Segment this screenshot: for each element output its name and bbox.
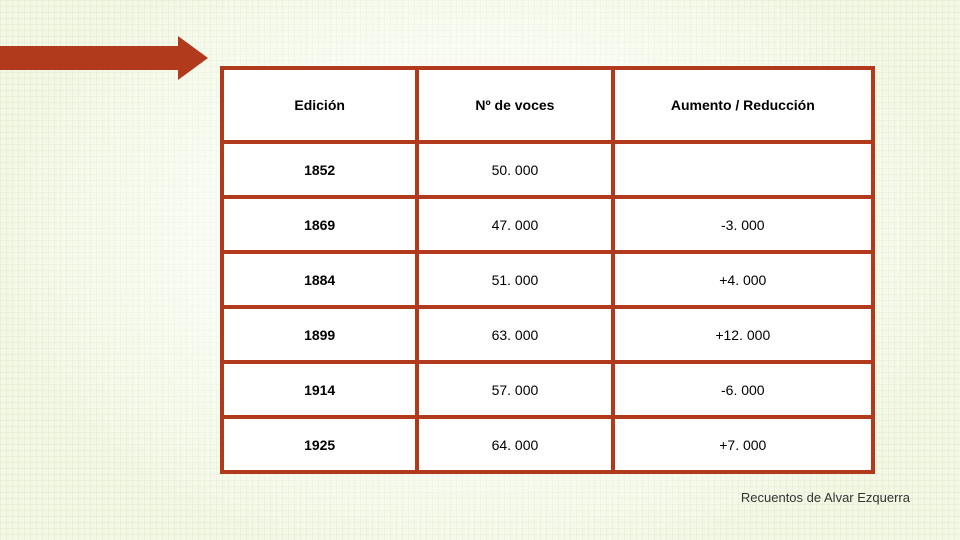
table-row: 1899 63. 000 +12. 000: [222, 307, 873, 362]
cell-edition: 1925: [222, 417, 417, 472]
cell-edition: 1899: [222, 307, 417, 362]
slide-decoration: [0, 36, 220, 80]
cell-voices: 50. 000: [417, 142, 612, 197]
table-row: 1869 47. 000 -3. 000: [222, 197, 873, 252]
table-row: 1852 50. 000: [222, 142, 873, 197]
cell-voices: 51. 000: [417, 252, 612, 307]
cell-edition: 1852: [222, 142, 417, 197]
header-edition: Edición: [222, 68, 417, 142]
table-row: 1914 57. 000 -6. 000: [222, 362, 873, 417]
cell-edition: 1884: [222, 252, 417, 307]
cell-change: +12. 000: [613, 307, 873, 362]
cell-change: -3. 000: [613, 197, 873, 252]
cell-change: [613, 142, 873, 197]
table-row: 1925 64. 000 +7. 000: [222, 417, 873, 472]
decoration-bar: [0, 46, 180, 70]
cell-voices: 64. 000: [417, 417, 612, 472]
cell-edition: 1914: [222, 362, 417, 417]
cell-voices: 63. 000: [417, 307, 612, 362]
cell-voices: 57. 000: [417, 362, 612, 417]
cell-change: +7. 000: [613, 417, 873, 472]
cell-voices: 47. 000: [417, 197, 612, 252]
cell-change: +4. 000: [613, 252, 873, 307]
cell-change: -6. 000: [613, 362, 873, 417]
header-change: Aumento / Reducción: [613, 68, 873, 142]
header-voices: Nº de voces: [417, 68, 612, 142]
data-table-container: Edición Nº de voces Aumento / Reducción …: [220, 66, 875, 474]
table-header-row: Edición Nº de voces Aumento / Reducción: [222, 68, 873, 142]
table-row: 1884 51. 000 +4. 000: [222, 252, 873, 307]
table-caption: Recuentos de Alvar Ezquerra: [741, 490, 910, 505]
editions-table: Edición Nº de voces Aumento / Reducción …: [220, 66, 875, 474]
cell-edition: 1869: [222, 197, 417, 252]
decoration-triangle: [178, 36, 208, 80]
